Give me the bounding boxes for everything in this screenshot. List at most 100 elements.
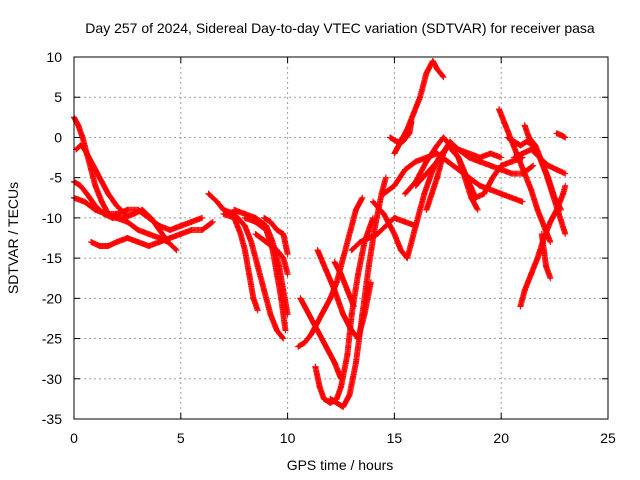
- data-point: [209, 218, 216, 225]
- data-point: [528, 146, 535, 153]
- series-markers: [297, 295, 344, 381]
- data-point: [246, 271, 253, 278]
- data-point: [273, 271, 280, 278]
- data-point: [399, 138, 406, 145]
- data-point: [75, 122, 82, 129]
- series-arc-10: [252, 230, 291, 278]
- data-point: [340, 311, 347, 318]
- data-point: [498, 154, 505, 161]
- y-tick-label: -20: [42, 290, 62, 306]
- data-point: [489, 174, 496, 181]
- data-point: [380, 190, 387, 197]
- y-tick-label: -25: [42, 331, 62, 347]
- data-point: [344, 351, 351, 358]
- data-point: [333, 279, 340, 286]
- data-point: [81, 198, 88, 205]
- data-point: [312, 363, 319, 370]
- x-tick-label: 25: [600, 430, 616, 446]
- data-point: [498, 166, 505, 173]
- data-point: [338, 383, 344, 390]
- data-point: [538, 230, 545, 237]
- data-point: [314, 327, 321, 334]
- data-point: [320, 307, 327, 314]
- data-point: [241, 247, 248, 254]
- data-point: [547, 239, 554, 246]
- x-tick-label: 0: [70, 430, 78, 446]
- y-axis-label: SDTVAR / TECUs: [5, 182, 21, 294]
- data-point: [474, 206, 481, 213]
- data-point: [558, 132, 565, 139]
- data-point: [331, 359, 338, 366]
- data-point: [408, 118, 415, 125]
- data-point: [434, 66, 441, 73]
- series-markers: [295, 195, 365, 350]
- data-point: [280, 230, 287, 237]
- data-point: [113, 210, 120, 217]
- data-point: [397, 247, 404, 254]
- data-point: [560, 190, 567, 197]
- data-point: [508, 194, 515, 201]
- series-arc-30: [521, 122, 565, 213]
- data-point: [444, 158, 451, 165]
- data-point: [346, 230, 353, 237]
- data-point: [167, 226, 174, 233]
- data-point: [261, 287, 268, 294]
- data-point: [406, 130, 413, 137]
- data-point: [421, 190, 428, 197]
- data-point: [344, 287, 351, 294]
- data-point: [145, 214, 152, 221]
- data-point: [496, 106, 503, 113]
- data-point: [412, 182, 419, 189]
- data-point: [263, 226, 270, 233]
- data-point: [199, 226, 206, 233]
- series-arc-9: [241, 214, 289, 334]
- data-point: [250, 295, 257, 302]
- data-point: [199, 214, 206, 221]
- data-point: [423, 158, 430, 165]
- data-point: [340, 255, 347, 262]
- data-point: [320, 395, 327, 402]
- data-point: [220, 210, 227, 217]
- data-point: [365, 263, 372, 270]
- series-arc-31: [538, 230, 554, 282]
- data-point: [547, 275, 554, 282]
- data-point: [214, 198, 221, 205]
- x-tick-label: 20: [493, 430, 509, 446]
- data-point: [348, 311, 355, 318]
- x-tick-label: 10: [280, 430, 296, 446]
- data-point: [323, 267, 330, 274]
- data-point: [417, 94, 424, 101]
- data-point: [348, 247, 355, 254]
- data-point: [387, 134, 394, 141]
- data-point: [248, 239, 255, 246]
- data-point: [380, 210, 387, 217]
- data-point: [113, 202, 120, 209]
- data-point: [391, 214, 398, 221]
- data-point: [391, 230, 398, 237]
- data-point: [412, 222, 419, 229]
- data-point: [338, 271, 344, 278]
- data-point: [446, 138, 453, 145]
- data-point: [352, 206, 359, 213]
- data-point: [105, 243, 112, 250]
- data-point: [517, 303, 524, 310]
- data-point: [553, 130, 560, 137]
- data-point: [434, 142, 441, 149]
- data-point: [528, 271, 535, 278]
- data-point: [231, 214, 238, 221]
- data-point: [177, 222, 184, 229]
- data-point: [314, 247, 321, 254]
- data-point: [359, 194, 366, 201]
- series-arc-11: [261, 214, 291, 258]
- series-arc-5: [88, 218, 216, 250]
- data-point: [562, 134, 569, 141]
- data-point: [267, 311, 274, 318]
- data-point: [562, 182, 569, 189]
- data-point: [551, 194, 558, 201]
- data-point: [254, 307, 261, 314]
- data-point: [316, 383, 323, 390]
- data-point: [273, 247, 280, 254]
- data-point: [562, 170, 569, 177]
- series-arc-25: [423, 138, 537, 213]
- data-point: [530, 162, 537, 169]
